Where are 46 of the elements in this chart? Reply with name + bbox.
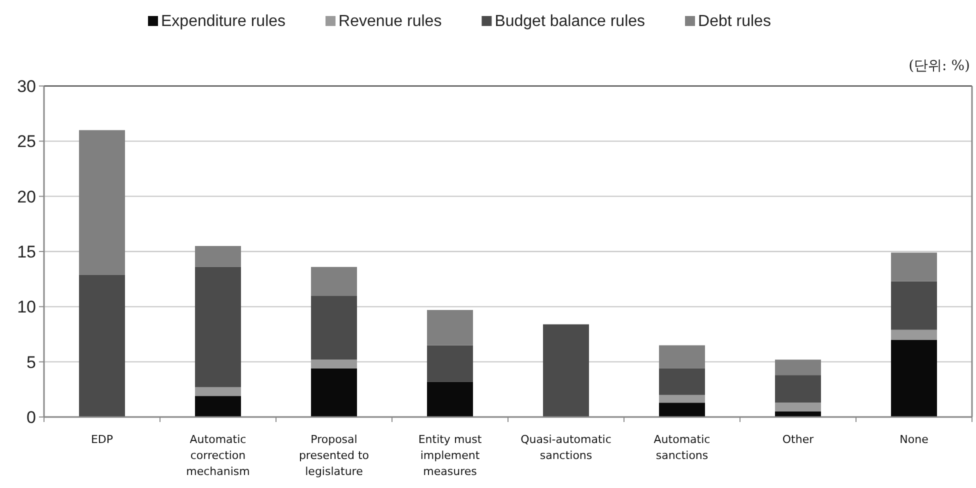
bar [659,345,705,368]
y-tick-label: 20 [17,187,36,206]
bar [311,368,357,417]
bar [775,402,821,412]
bar [775,375,821,403]
bar [195,246,241,267]
bar [195,396,241,417]
bar [427,382,473,417]
x-tick-label: None [900,433,929,446]
bar [891,252,937,282]
bar [659,402,705,417]
text: (단위: %) [908,58,970,74]
y-tick-label: 10 [17,298,36,317]
bar [427,310,473,346]
bar [311,296,357,360]
bar [311,360,357,368]
bar [79,130,125,275]
bar [427,345,473,382]
bar [659,394,705,403]
y-tick-label: 0 [26,408,36,427]
x-tick-label: Quasi-automatic sanctions [520,433,612,462]
x-tick-label: Proposal presented to legislature [298,433,370,478]
legend-label: Debt rules [698,13,771,30]
legend-label: Budget balance rules [494,13,646,30]
bar [891,281,937,330]
x-tick-label: Automatic sanctions [654,433,710,462]
x-tick-label: Automatic correction mechanism [186,433,250,478]
bar [311,266,357,296]
bar [79,274,125,417]
bar [891,340,937,417]
legend-label: Expenditure rules [161,13,286,30]
legend-label: Revenue rules [338,13,442,30]
y-tick-label: 15 [17,242,36,262]
y-tick-label: 25 [17,132,36,152]
bar [195,266,241,388]
x-tick-label: Other [782,433,814,446]
bar [195,387,241,396]
y-tick-label: 30 [17,77,36,96]
bar [775,411,821,417]
bar [659,368,705,395]
bar [543,324,589,417]
y-tick-label: 5 [26,352,36,372]
bar [891,330,937,340]
x-tick-label: EDP [90,433,114,446]
bar [775,360,821,376]
x-tick-label: Entity must implement measures [418,433,482,478]
